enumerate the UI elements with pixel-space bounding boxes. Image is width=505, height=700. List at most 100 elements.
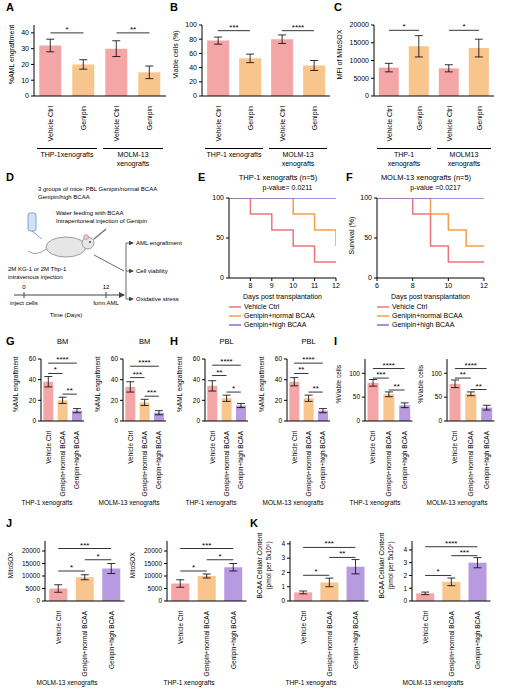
svg-text:15000: 15000 — [143, 560, 161, 567]
svg-text:Genipin: Genipin — [80, 106, 88, 130]
svg-text:0: 0 — [356, 417, 360, 424]
svg-text:Genipin+high BCAA: Genipin+high BCAA — [107, 610, 115, 669]
svg-text:****: **** — [220, 357, 232, 366]
svg-text:0: 0 — [25, 92, 29, 99]
svg-text:Genipin+normal BCAA: Genipin+normal BCAA — [325, 610, 333, 676]
svg-text:Vehicle Ctrl: Vehicle Ctrl — [291, 430, 298, 463]
svg-text:Vehicle Ctrl: Vehicle Ctrl — [127, 430, 134, 463]
svg-text:Intraperitoneal injection of G: Intraperitoneal injection of Genipin — [56, 218, 147, 224]
svg-text:*: * — [402, 22, 405, 31]
svg-text:**: ** — [313, 384, 319, 393]
svg-text:100: 100 — [360, 194, 372, 201]
svg-text:AML engraftment: AML engraftment — [136, 240, 182, 246]
svg-text:50: 50 — [216, 234, 224, 241]
svg-text:Genipin+high BCAA: Genipin+high BCAA — [351, 610, 359, 669]
svg-text:60: 60 — [193, 355, 201, 362]
svg-text:Genipin+normal BCAA: Genipin+normal BCAA — [203, 610, 211, 676]
svg-text:40: 40 — [111, 376, 119, 383]
svg-text:4: 4 — [403, 546, 407, 553]
svg-text:40: 40 — [189, 64, 197, 71]
svg-text:Genipin: Genipin — [476, 106, 484, 130]
svg-text:15000: 15000 — [350, 39, 370, 46]
svg-text:*: * — [232, 384, 235, 393]
svg-text:Vehicle Ctrl: Vehicle Ctrl — [47, 106, 54, 142]
svg-text:100: 100 — [212, 194, 224, 201]
svg-text:20: 20 — [193, 397, 201, 404]
svg-text:100: 100 — [185, 21, 197, 28]
svg-text:Genipin+high BCAA: Genipin+high BCAA — [483, 430, 491, 489]
svg-text:Genipin+normal BCAA: Genipin+normal BCAA — [81, 610, 89, 676]
svg-text:**: ** — [216, 368, 222, 377]
svg-text:0: 0 — [365, 92, 369, 99]
svg-text:***: *** — [202, 541, 211, 550]
svg-text:Vehicle Ctrl: Vehicle Ctrl — [299, 610, 306, 643]
svg-text:0: 0 — [158, 597, 162, 604]
svg-text:0: 0 — [114, 417, 118, 424]
svg-text:Vehicle Ctrl: Vehicle Ctrl — [386, 106, 393, 142]
svg-text:*: * — [191, 563, 194, 572]
svg-text:Genipin+high BCAA: Genipin+high BCAA — [229, 610, 237, 669]
svg-text:60: 60 — [189, 50, 197, 57]
svg-text:30: 30 — [21, 45, 29, 52]
svg-text:Vehicle Ctrl: Vehicle Ctrl — [446, 106, 453, 142]
svg-text:40: 40 — [193, 376, 201, 383]
svg-text:1: 1 — [403, 585, 407, 592]
svg-text:10000: 10000 — [21, 572, 39, 579]
svg-text:**: ** — [67, 386, 73, 395]
svg-text:**: ** — [339, 549, 345, 558]
svg-text:Vehicle Ctrl: Vehicle Ctrl — [369, 430, 376, 463]
svg-text:0: 0 — [438, 417, 442, 424]
svg-text:Genipin+normal BCAA: Genipin+normal BCAA — [141, 430, 149, 496]
svg-text:3: 3 — [403, 559, 407, 566]
svg-text:40: 40 — [275, 376, 283, 383]
svg-text:Genipin+high BCAA: Genipin+high BCAA — [473, 610, 481, 669]
svg-text:2: 2 — [281, 569, 285, 576]
svg-text:6: 6 — [375, 282, 379, 289]
svg-text:***: *** — [147, 388, 156, 397]
svg-text:2M KG-1 or 2M Thp-1: 2M KG-1 or 2M Thp-1 — [8, 266, 67, 272]
svg-text:5000: 5000 — [147, 585, 162, 592]
svg-text:Water feeding with BCAA: Water feeding with BCAA — [56, 210, 123, 216]
svg-text:*: * — [462, 22, 465, 31]
svg-text:0: 0 — [278, 417, 282, 424]
svg-text:40: 40 — [21, 29, 29, 36]
svg-text:20: 20 — [275, 397, 283, 404]
svg-text:Genipin: Genipin — [247, 106, 255, 130]
svg-text:5000: 5000 — [25, 585, 40, 592]
svg-text:0: 0 — [193, 92, 197, 99]
svg-text:Vehicle Ctrl: Vehicle Ctrl — [113, 106, 120, 142]
svg-text:Genipin: Genipin — [416, 106, 424, 130]
svg-text:**: ** — [475, 382, 481, 391]
svg-text:9: 9 — [270, 282, 274, 289]
svg-text:5000: 5000 — [353, 75, 369, 82]
svg-text:***: *** — [376, 370, 385, 379]
svg-text:10000: 10000 — [350, 57, 370, 64]
svg-text:****: **** — [138, 358, 150, 367]
svg-text:Cell viability: Cell viability — [136, 268, 168, 274]
svg-text:***: *** — [229, 23, 238, 32]
svg-text:2: 2 — [403, 572, 407, 579]
svg-text:0: 0 — [32, 417, 36, 424]
svg-text:*: * — [314, 567, 317, 576]
svg-text:**: ** — [459, 370, 465, 379]
svg-text:***: *** — [324, 539, 333, 548]
svg-text:****: **** — [56, 355, 68, 364]
svg-text:1: 1 — [281, 583, 285, 590]
svg-text:Genipin+high BCAA: Genipin+high BCAA — [401, 430, 409, 489]
svg-text:8: 8 — [411, 282, 415, 289]
svg-text:50: 50 — [364, 234, 372, 241]
svg-text:10000: 10000 — [143, 572, 161, 579]
svg-text:10: 10 — [289, 282, 297, 289]
svg-text:0: 0 — [368, 274, 372, 281]
svg-text:3 groups of mice: PBL Genipin/: 3 groups of mice: PBL Genipin/normal BCA… — [38, 186, 157, 192]
svg-text:50: 50 — [434, 393, 442, 400]
svg-text:Vehicle Ctrl: Vehicle Ctrl — [176, 610, 183, 643]
svg-text:60: 60 — [111, 355, 119, 362]
svg-text:Genipin: Genipin — [146, 106, 154, 130]
svg-text:****: **** — [382, 361, 394, 370]
svg-text:3: 3 — [281, 554, 285, 561]
svg-text:10: 10 — [444, 282, 452, 289]
svg-text:*: * — [436, 567, 439, 576]
svg-text:10: 10 — [21, 77, 29, 84]
svg-text:Vehicle Ctrl: Vehicle Ctrl — [45, 430, 52, 463]
